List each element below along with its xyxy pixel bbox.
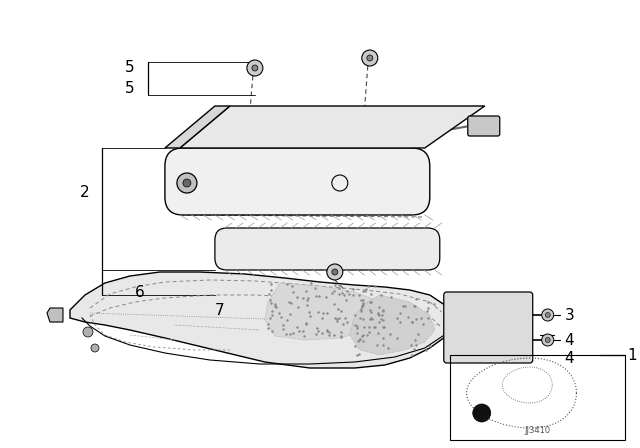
Text: 1: 1	[628, 348, 637, 362]
Circle shape	[473, 404, 491, 422]
Polygon shape	[47, 308, 63, 322]
Circle shape	[367, 55, 373, 61]
Polygon shape	[180, 106, 484, 148]
Text: 4: 4	[564, 350, 574, 366]
Bar	[450, 355, 625, 440]
FancyBboxPatch shape	[468, 116, 500, 136]
Text: 2: 2	[81, 185, 90, 199]
Text: 6: 6	[135, 284, 145, 300]
Circle shape	[541, 309, 554, 321]
Polygon shape	[70, 272, 448, 368]
Polygon shape	[265, 283, 385, 340]
FancyBboxPatch shape	[215, 228, 440, 270]
Text: 5: 5	[125, 81, 135, 95]
Circle shape	[362, 50, 378, 66]
Polygon shape	[350, 295, 435, 355]
Circle shape	[541, 334, 554, 346]
Text: 5: 5	[125, 60, 135, 74]
FancyBboxPatch shape	[165, 148, 430, 215]
Text: 3: 3	[564, 307, 575, 323]
FancyBboxPatch shape	[444, 292, 532, 363]
Circle shape	[545, 337, 550, 343]
Circle shape	[247, 60, 263, 76]
Circle shape	[327, 264, 343, 280]
Circle shape	[545, 313, 550, 318]
Text: 7: 7	[215, 302, 225, 318]
Circle shape	[332, 269, 338, 275]
Circle shape	[177, 173, 197, 193]
Polygon shape	[165, 106, 230, 148]
Circle shape	[252, 65, 258, 71]
Text: JJ3410: JJ3410	[524, 426, 550, 435]
Circle shape	[83, 327, 93, 337]
Circle shape	[91, 344, 99, 352]
Circle shape	[183, 179, 191, 187]
Text: 4: 4	[564, 332, 574, 348]
